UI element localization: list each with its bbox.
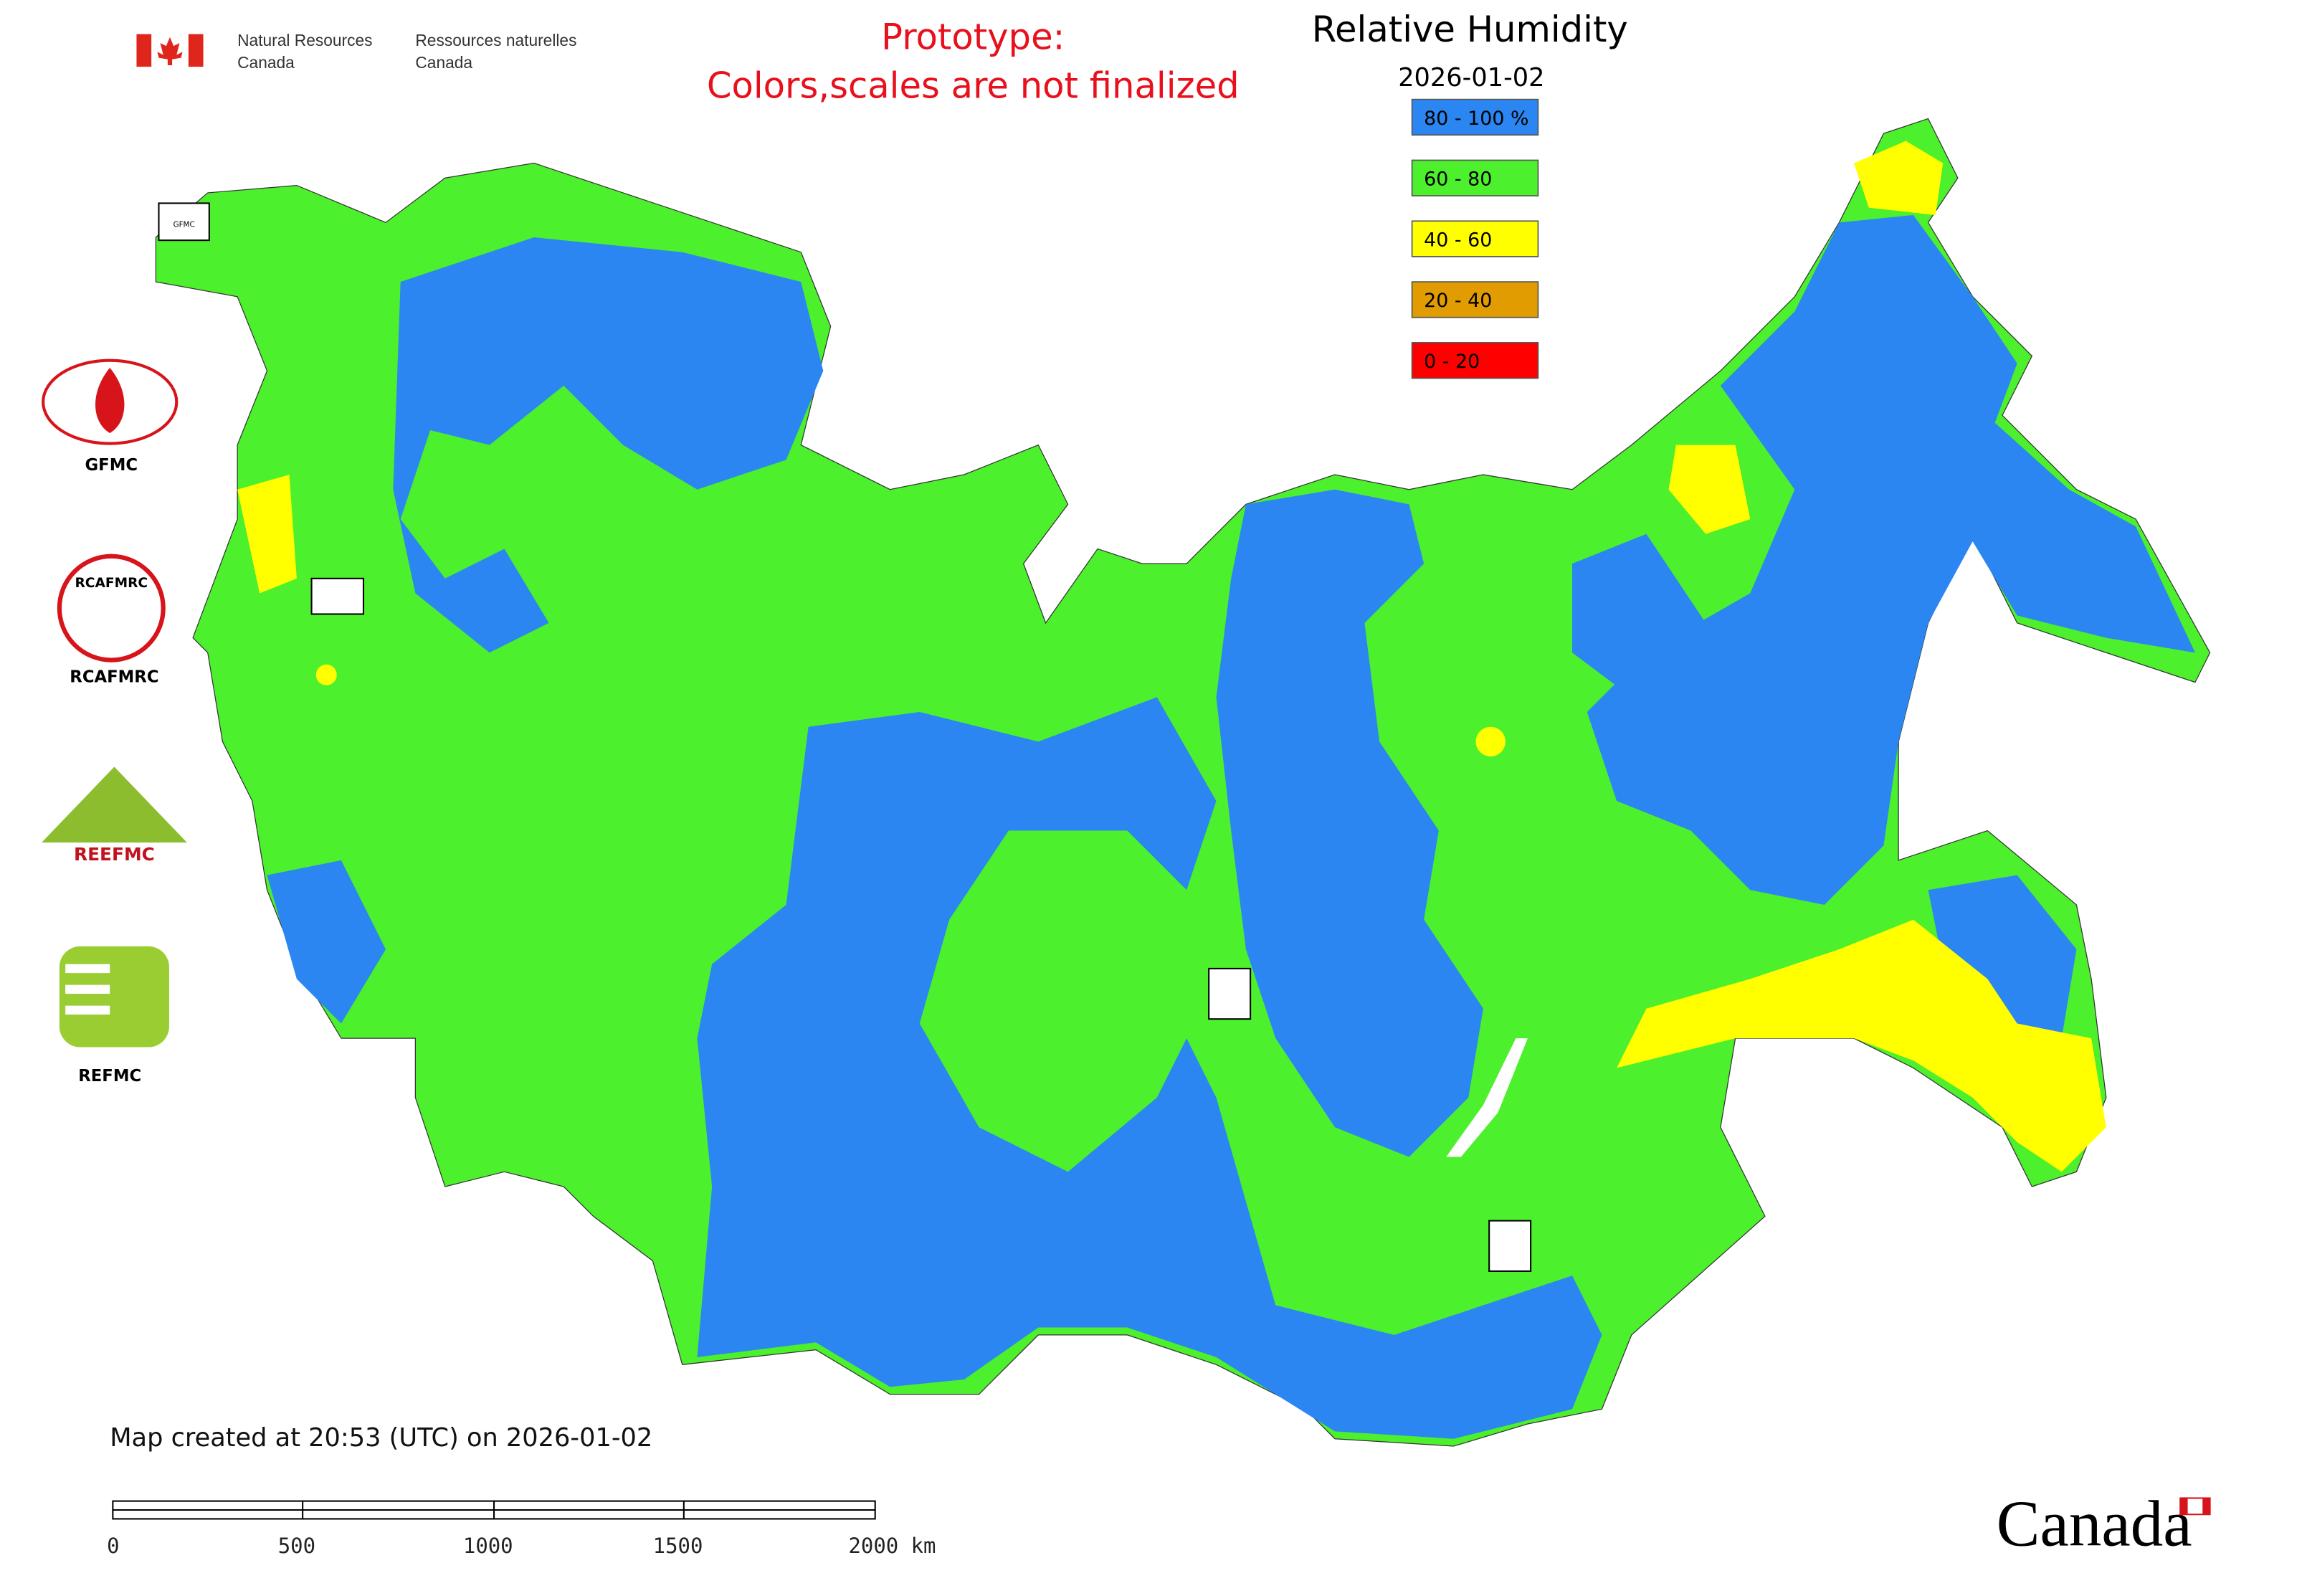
scale-label: 1500: [653, 1534, 703, 1558]
scale-label: 1000: [463, 1534, 513, 1558]
land-region: [1668, 445, 1751, 534]
refmc-logo: [65, 1005, 110, 1015]
land-region: [697, 697, 1602, 1439]
land-region: [1928, 875, 2077, 1039]
land-region: [237, 475, 297, 594]
land-region: [1617, 919, 2106, 1172]
land-region: [393, 237, 824, 653]
agency-en: Natural Resources: [237, 31, 372, 49]
gfmc-logo: [42, 358, 179, 445]
legend-label: 20 - 40: [1424, 290, 1492, 312]
land-region: [1216, 489, 1483, 1157]
legend-title: Relative Humidity: [1312, 9, 1628, 50]
creation-note: Map created at 20:53 (UTC) on 2026-01-02: [110, 1423, 652, 1453]
scale-labels: 0 500 1000 1500 2000 km: [107, 1534, 936, 1558]
land-region: [1854, 141, 1944, 215]
scale-label: 500: [278, 1534, 315, 1558]
refmc-logo: [59, 946, 169, 1048]
flag-bar: [188, 34, 204, 67]
agency-fr: Canada: [415, 53, 472, 72]
maple-leaf: [157, 37, 183, 66]
land-region: [1572, 533, 1706, 698]
logo-badge: [1488, 1220, 1532, 1272]
legend-swatch: [1411, 98, 1539, 136]
logo-badge: [1208, 967, 1252, 1020]
legend-swatch: [1411, 342, 1539, 379]
notice: Prototype:: [881, 16, 1065, 57]
canada-wordmark: Canada: [1997, 1488, 2192, 1560]
logo-text: REEFMC: [74, 844, 155, 865]
rcafmrc-logo: [57, 554, 166, 662]
land-region: [315, 664, 337, 685]
logo-label: REFMC: [78, 1067, 141, 1086]
legend-date: 2026-01-02: [1398, 63, 1544, 92]
refmc-logo: [65, 984, 110, 994]
wordmark-flag: [2180, 1498, 2188, 1515]
legend-swatch: [1411, 281, 1539, 318]
scale-label: 0: [107, 1534, 119, 1558]
agency-en: Canada: [237, 53, 295, 72]
legend: 80 - 100 % 60 - 80 40 - 60 20 - 40 0 - 20: [1411, 98, 1539, 379]
legend-label: 80 - 100 %: [1424, 108, 1528, 130]
scale-label: 2000 km: [848, 1534, 936, 1558]
legend-label: 0 - 20: [1424, 351, 1480, 373]
notice: Colors,scales are not finalized: [707, 65, 1240, 107]
legend-label: 40 - 60: [1424, 229, 1492, 251]
humidity-map: [155, 118, 2211, 1447]
logo-text: RCAFMRC: [75, 576, 148, 591]
refmc-logo: [65, 964, 110, 974]
wordmark-flag: [2202, 1498, 2210, 1515]
logo-label: RCAFMRC: [70, 668, 158, 687]
land-region: [1587, 214, 2195, 905]
scale-bar: [112, 1500, 876, 1520]
logo-text: GFMC: [173, 221, 195, 229]
reefmc-logo: [42, 766, 187, 843]
legend-label: 60 - 80: [1424, 168, 1492, 191]
logos: GFMC RCAFMRC RCAFMRC REEFMC REFMC GFMC: [42, 202, 1532, 1272]
flag-bar: [136, 34, 152, 67]
agency-fr: Ressources naturelles: [415, 31, 576, 49]
land-region: [267, 860, 386, 1024]
logo-badge: [158, 202, 210, 242]
lake: [1446, 1038, 1528, 1157]
legend-swatch: [1411, 159, 1539, 196]
gfmc-logo: [95, 368, 125, 434]
logo-label: GFMC: [85, 456, 138, 475]
legend-swatch: [1411, 220, 1539, 257]
land-region: [1475, 726, 1506, 757]
logo-badge: [310, 577, 365, 615]
agency-signature: Natural Resources Canada Ressources natu…: [136, 31, 576, 72]
